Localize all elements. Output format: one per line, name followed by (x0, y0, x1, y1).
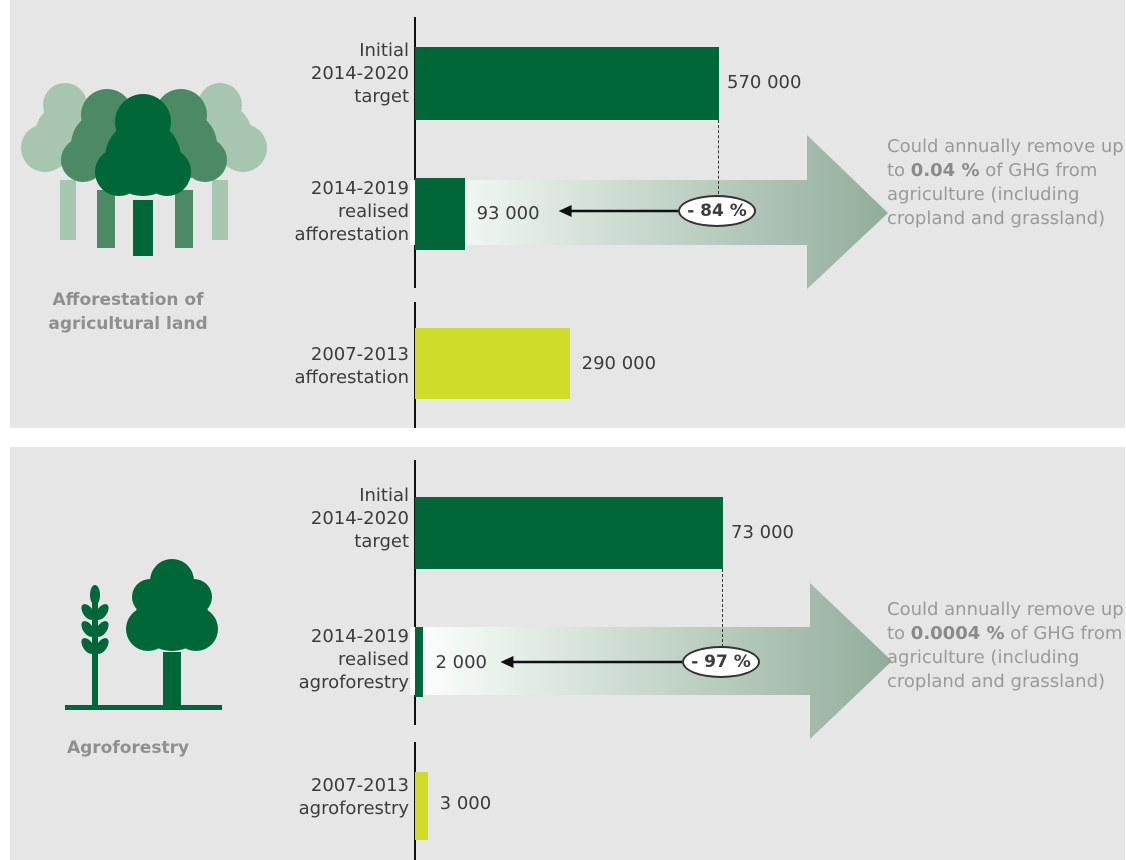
target-reference-line (722, 569, 723, 647)
category-axis (414, 460, 416, 725)
category-label-line: afforestation (294, 224, 409, 245)
bar-target (415, 47, 719, 120)
category-label-line: 2007-2013 (310, 344, 409, 365)
category-label-line: agroforestry (298, 798, 409, 819)
note-text: Could annually remove up to (887, 136, 1124, 181)
category-label-target: Initial 2014-2020 target (311, 39, 409, 108)
category-label-realised: 2014-2019 realised agroforestry (299, 625, 409, 694)
value-label-target: 73 000 (731, 522, 794, 543)
category-label-target: Initial 2014-2020 target (311, 484, 409, 553)
note-text: of GHG from agriculture (including cropl… (887, 160, 1106, 229)
note-text: of GHG from agriculture (including cropl… (887, 623, 1123, 692)
value-label-previous: 290 000 (581, 353, 657, 374)
agroforestry-title: Agroforestry (66, 738, 190, 758)
bar-realised (415, 178, 465, 250)
bar-realised (415, 627, 424, 697)
category-label-line: realised (338, 201, 409, 222)
bar-target (415, 497, 723, 569)
forest-icon (21, 83, 267, 256)
note-text: Could annually remove up to (887, 599, 1124, 644)
agroforestry-panel: Agroforestry Initial 2014-2020 target 2014… (10, 447, 1125, 860)
category-axis (414, 17, 416, 288)
category-label-line: Initial (359, 485, 409, 506)
bar-previous (415, 328, 570, 399)
value-label-realised: 93 000 (476, 203, 540, 224)
ghg-note: Could annually remove up to 0.04 % of GH… (887, 135, 1126, 231)
wheat-and-tree-icon (65, 559, 222, 710)
category-label-line: 2014-2019 (310, 178, 409, 199)
note-highlight: 0.0004 % (910, 623, 1005, 644)
value-label-realised: 2 000 (435, 652, 487, 673)
ghg-note: Could annually remove up to 0.0004 % of … (887, 598, 1126, 694)
category-label-line: 2014-2020 (310, 508, 409, 529)
value-label-previous: 3 000 (439, 793, 492, 814)
category-label-previous: 2007-2013 afforestation (295, 343, 409, 389)
afforestation-title: Afforestation of agricultural land (48, 290, 208, 334)
target-reference-line (718, 120, 719, 194)
category-label-previous: 2007-2013 agroforestry (299, 774, 409, 820)
percent-change-badge: - 84 % (678, 195, 756, 227)
value-label-target: 570 000 (727, 72, 802, 93)
afforestation-panel: Afforestation of agricultural land Initi… (10, 0, 1125, 428)
note-highlight: 0.04 % (910, 160, 980, 181)
category-label-realised: 2014-2019 realised afforestation (295, 177, 409, 246)
category-label-line: afforestation (294, 367, 409, 388)
category-label-line: Initial (359, 40, 409, 61)
category-label-line: 2014-2019 (310, 626, 409, 647)
category-label-line: realised (338, 649, 409, 670)
category-label-line: 2014-2020 (310, 63, 409, 84)
category-label-line: target (354, 86, 409, 107)
category-label-line: target (354, 531, 409, 552)
percent-change-badge: - 97 % (682, 646, 760, 678)
bar-previous (415, 772, 428, 840)
category-label-line: agroforestry (298, 672, 409, 693)
category-label-line: 2007-2013 (310, 775, 409, 796)
